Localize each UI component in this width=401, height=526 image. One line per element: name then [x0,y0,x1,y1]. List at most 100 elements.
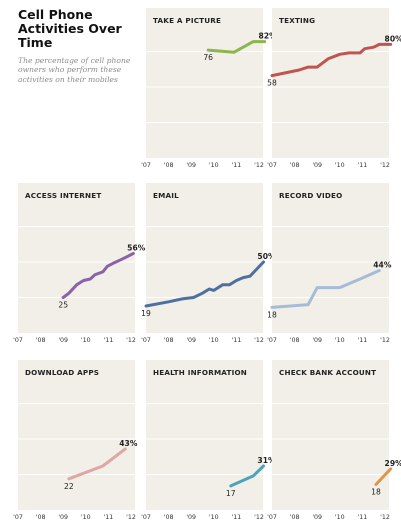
tick-label: '11 [358,514,368,521]
tick-label: '07 [13,337,23,344]
tick-label: '10 [335,514,345,521]
tick-label: '09 [312,162,322,169]
panel-background [272,8,389,158]
panel-title: ACCESS INTERNET [25,191,101,200]
panel-download-apps: DOWNLOAD APPS '07 '08 '09 '10 '11 '12 22 43% [13,360,138,526]
panel-record-video: RECORD VIDEO '07 '08 '09 '10 '11 '12 18 44% [267,183,392,349]
end-value-label: 50% [257,252,276,261]
chart-email: EMAIL '07 '08 '09 '10 '11 '12 19 50% [141,183,276,344]
tick-label: '11 [358,337,368,344]
series-line-access-internet [61,252,135,299]
tick-label: '09 [186,162,196,169]
series-line-texting [270,42,393,78]
panel-title: RECORD VIDEO [279,191,342,200]
tick-label: '12 [380,514,390,521]
tick-label: '12 [254,162,264,169]
end-value-label: 56% [127,243,146,252]
tick-label: '10 [335,337,345,344]
tick-label: '12 [380,162,390,169]
panel-title: DOWNLOAD APPS [25,368,99,377]
tick-label: '09 [186,514,196,521]
tick-label: '11 [232,337,242,344]
panel-title: EMAIL [153,191,179,200]
tick-label: '12 [126,514,136,521]
tick-label: '12 [254,337,264,344]
panel-access-internet: ACCESS INTERNET '07 '08 '09 '10 '11 '12 25 56% [13,183,146,349]
panel-background [146,8,263,158]
panel-background [18,360,135,510]
end-value-label: 43% [119,439,138,448]
tick-label: '10 [209,337,219,344]
end-value-label: 29% [385,459,401,468]
page-title: Cell Phone Activities Over Time [18,7,122,50]
series-line-check-bank-account [374,467,393,486]
chart-header: Cell Phone Activities Over Time The perc… [18,8,136,84]
tick-label: '08 [36,337,46,344]
tick-label: '08 [36,514,46,521]
panel-background [272,360,389,510]
tick-label: '10 [81,337,91,344]
end-value-label: 80% [385,34,401,43]
panel-title: CHECK BANK ACCOUNT [279,368,376,377]
tick-label: '07 [267,337,277,344]
panel-background [272,183,389,333]
tick-label: '11 [358,162,368,169]
tick-label: '11 [232,162,242,169]
chart-texting: TEXTING '07 '08 '09 '10 '11 '12 58 80% [267,8,401,169]
panel-background [18,183,135,333]
start-value-label: 22 [64,482,74,491]
tick-label: '07 [141,514,151,521]
series-line-email [144,260,265,308]
tick-label: '12 [126,337,136,344]
chart-record-video: RECORD VIDEO '07 '08 '09 '10 '11 '12 18 44% [267,183,392,344]
tick-label: '09 [58,337,68,344]
start-value-label: 17 [226,489,236,498]
tick-label: '08 [290,162,300,169]
tick-label: '09 [312,514,322,521]
tick-label: '07 [141,162,151,169]
panel-background [146,183,263,333]
panel-take-a-picture: TAKE A PICTURE '07 '08 '09 '10 '11 '12 76 82% [141,8,277,174]
end-value-label: 44% [373,261,392,270]
start-value-label: 58 [267,79,277,88]
panel-title: TEXTING [279,16,315,25]
chart-health-information: HEALTH INFORMATION '07 '08 '09 '10 '11 '12 17 31… [141,360,276,521]
tick-label: '11 [104,514,114,521]
start-value-label: 76 [203,53,213,62]
tick-label: '11 [104,337,114,344]
start-value-label: 25 [58,301,68,310]
tick-label: '10 [209,162,219,169]
panel-background [146,360,263,510]
panel-texting: TEXTING '07 '08 '09 '10 '11 '12 58 80% [267,8,401,174]
page-subtitle: The percentage of cell phone owners who … [18,56,131,84]
tick-label: '08 [164,162,174,169]
chart-check-bank-account: CHECK BANK ACCOUNT '07 '08 '09 '10 '11 '12 18 29… [267,360,401,521]
panel-title: HEALTH INFORMATION [153,368,247,377]
tick-label: '10 [81,514,91,521]
series-line-take-a-picture [206,40,267,54]
tick-label: '07 [141,337,151,344]
panel-check-bank-account: CHECK BANK ACCOUNT '07 '08 '09 '10 '11 '12 18 29… [267,360,401,526]
tick-label: '12 [254,514,264,521]
tick-label: '07 [267,162,277,169]
tick-label: '07 [13,514,23,521]
tick-label: '09 [312,337,322,344]
tick-label: '09 [58,514,68,521]
series-line-record-video [270,269,381,309]
tick-label: '11 [232,514,242,521]
tick-label: '10 [335,162,345,169]
chart-take-a-picture: TAKE A PICTURE '07 '08 '09 '10 '11 '12 76 82% [141,8,277,169]
tick-label: '08 [290,514,300,521]
end-value-label: 31% [257,456,276,465]
tick-label: '12 [380,337,390,344]
series-line-health-information [229,464,265,488]
chart-access-internet: ACCESS INTERNET '07 '08 '09 '10 '11 '12 25 56% [13,183,146,344]
series-line-download-apps [67,447,127,481]
chart-download-apps: DOWNLOAD APPS '07 '08 '09 '10 '11 '12 22 43% [13,360,138,521]
start-value-label: 19 [141,309,151,318]
tick-label: '07 [267,514,277,521]
tick-label: '10 [209,514,219,521]
tick-label: '08 [164,337,174,344]
tick-label: '08 [290,337,300,344]
tick-label: '08 [164,514,174,521]
